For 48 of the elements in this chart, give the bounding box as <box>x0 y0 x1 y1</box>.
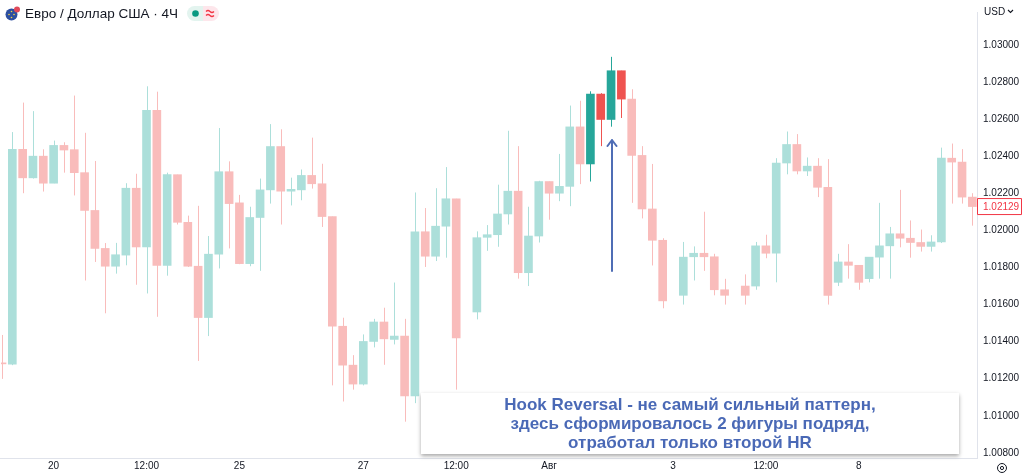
x-tick-label: Авг <box>541 459 558 471</box>
y-tick-label: 1.01800 <box>983 261 1020 273</box>
annotation: 1.02129 <box>983 200 1020 212</box>
x-tick-label: 12:00 <box>753 459 779 471</box>
candlestick <box>689 245 698 281</box>
y-axis-title: USD <box>984 6 1006 17</box>
candlestick <box>885 226 895 280</box>
x-tick-label: 20 <box>48 459 60 471</box>
candlestick <box>875 202 884 280</box>
candlestick <box>28 110 38 180</box>
candlestick <box>100 242 110 314</box>
y-tick-label: 1.02200 <box>983 187 1020 199</box>
y-tick-label: 1.01400 <box>983 335 1020 347</box>
candlestick <box>968 192 977 227</box>
candlestick <box>297 169 306 201</box>
candlestick <box>286 177 296 206</box>
candlestick <box>802 156 812 177</box>
y-tick-label: 1.02000 <box>983 224 1020 236</box>
candlestick <box>782 131 791 175</box>
y-tick-label: 1.01600 <box>983 298 1020 310</box>
candlestick <box>864 256 874 283</box>
candlestick <box>895 189 905 248</box>
candlestick <box>307 137 317 190</box>
y-tick-label: 1.02600 <box>983 113 1020 125</box>
x-tick-label: 8 <box>856 459 863 471</box>
annotation: Hook Reversal - не самый сильный паттерн, здесь сформировалось 2 фигуры подряд, отработал только второй HR <box>504 395 876 452</box>
x-tick-label: 12:00 <box>134 459 160 471</box>
x-tick-label: 3 <box>670 459 677 471</box>
candlestick <box>833 253 843 287</box>
candlestick <box>389 282 399 345</box>
x-tick-label: 25 <box>233 459 246 471</box>
x-tick-label: 27 <box>357 459 370 471</box>
chart-title: Евро / Доллар США · 4Ч <box>25 5 179 21</box>
candlestick <box>947 143 957 205</box>
candlestick <box>544 181 554 221</box>
candlestick <box>813 157 822 198</box>
candlestick <box>503 130 513 226</box>
candlestick <box>761 234 771 259</box>
y-tick-label: 1.01200 <box>983 372 1020 384</box>
candlestick <box>740 273 750 306</box>
candlestick <box>348 354 358 391</box>
y-tick-label: 1.01000 <box>983 409 1020 421</box>
candlestick <box>111 242 120 275</box>
y-tick-label: 1.02400 <box>983 150 1020 162</box>
y-tick-label: 1.00800 <box>983 446 1020 458</box>
y-tick-label: 1.03000 <box>983 38 1020 50</box>
y-tick-label: 1.02800 <box>983 75 1020 87</box>
x-tick-label: 12:00 <box>443 459 470 471</box>
